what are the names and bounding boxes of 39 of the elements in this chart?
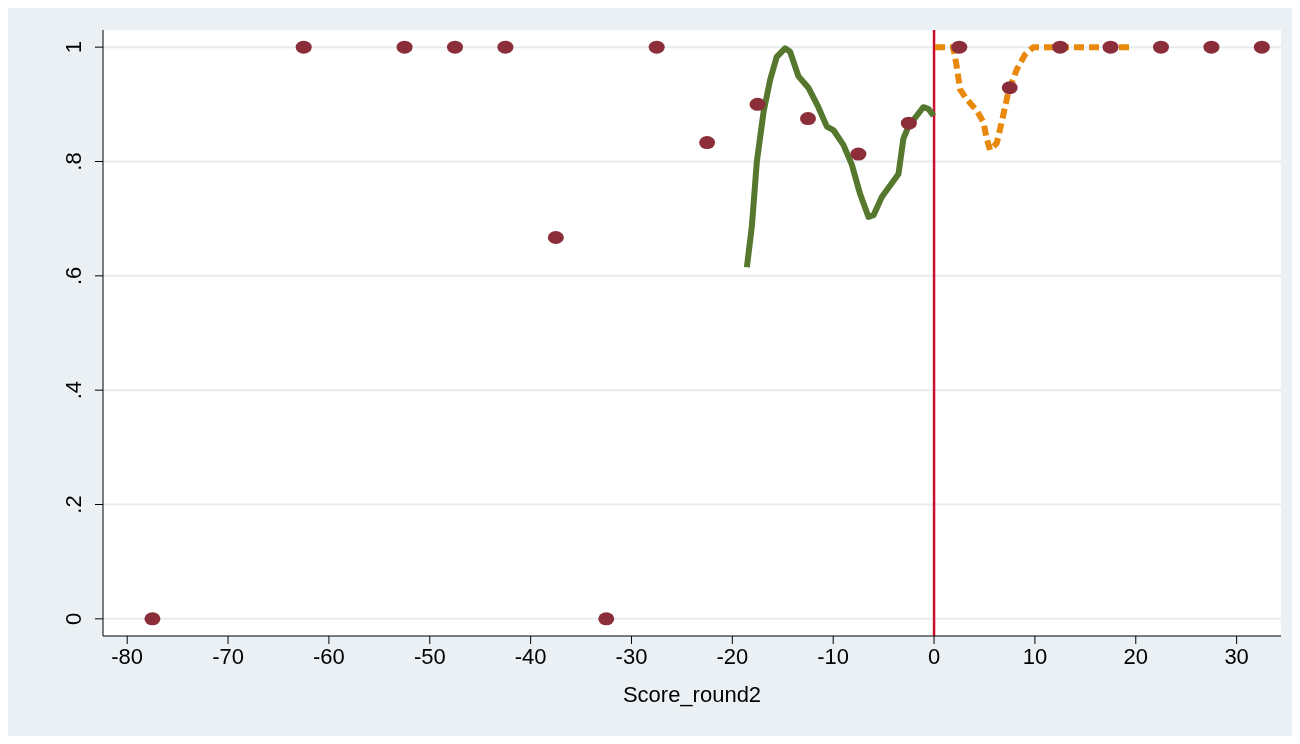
- y-tick-label: 0: [61, 612, 86, 625]
- x-tick-label: -20: [716, 644, 749, 669]
- x-tick-label: -60: [313, 644, 345, 669]
- x-tick-label: 10: [1022, 644, 1048, 669]
- x-tick-label: -30: [615, 644, 648, 669]
- x-tick-label: -40: [514, 644, 547, 669]
- x-tick-label: 20: [1123, 644, 1149, 669]
- point: [547, 231, 564, 245]
- y-tick-label: .6: [61, 266, 86, 286]
- point: [598, 612, 615, 626]
- x-tick-label: -80: [111, 644, 144, 669]
- point: [1152, 40, 1169, 54]
- point: [1203, 40, 1220, 54]
- point: [497, 40, 514, 54]
- point: [951, 40, 968, 54]
- x-tick-label: -50: [413, 644, 446, 669]
- point: [850, 147, 867, 161]
- point: [295, 40, 312, 54]
- x-tick-label: -70: [212, 644, 244, 669]
- point: [144, 612, 161, 626]
- point: [1102, 40, 1119, 54]
- point: [1253, 40, 1270, 54]
- y-tick-label: .8: [61, 152, 86, 171]
- point: [799, 112, 816, 126]
- x-tick-label: 0: [927, 644, 941, 669]
- y-tick-label: .2: [61, 495, 86, 514]
- point: [1001, 81, 1018, 95]
- point: [749, 97, 766, 111]
- x-tick-label: -10: [817, 644, 850, 669]
- point: [648, 40, 665, 54]
- y-tick-label: 1: [61, 41, 86, 54]
- point: [1052, 40, 1069, 54]
- point: [900, 116, 917, 130]
- x-tick-label: 30: [1224, 644, 1249, 669]
- point: [446, 40, 463, 54]
- x-axis-title: Score_round2: [622, 682, 762, 707]
- point: [396, 40, 413, 54]
- y-tick-label: .4: [61, 380, 86, 400]
- point: [699, 136, 716, 150]
